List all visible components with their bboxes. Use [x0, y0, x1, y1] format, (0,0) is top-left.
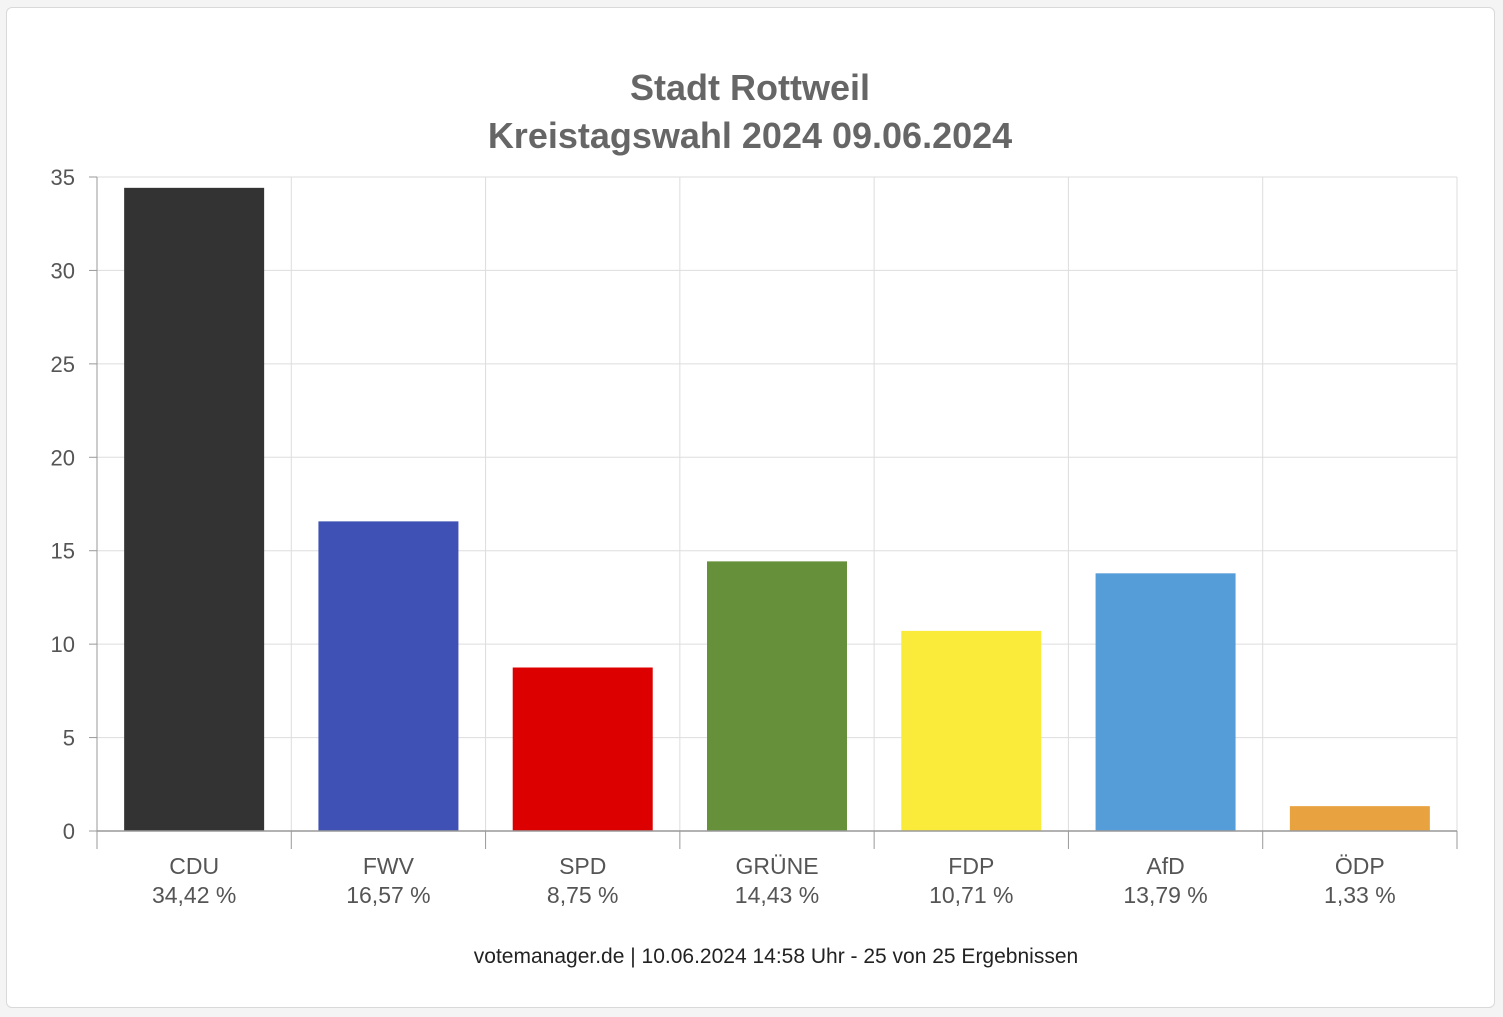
- bar-cdu: [124, 187, 265, 831]
- x-value-label: 8,75 %: [547, 882, 619, 908]
- bar-ödp: [1289, 806, 1430, 831]
- x-category-label: FDP: [948, 853, 994, 879]
- x-value-label: 34,42 %: [152, 882, 236, 908]
- x-category-label: AfD: [1146, 853, 1184, 879]
- x-value-label: 16,57 %: [346, 882, 430, 908]
- y-tick-label: 25: [51, 352, 75, 377]
- chart-footer: votemanager.de | 10.06.2024 14:58 Uhr - …: [474, 945, 1078, 968]
- x-value-label: 14,43 %: [735, 882, 819, 908]
- y-tick-label: 5: [63, 726, 75, 751]
- x-value-label: 1,33 %: [1324, 882, 1396, 908]
- x-category-label: GRÜNE: [735, 853, 818, 879]
- bar-grüne: [707, 561, 847, 831]
- axis-layer: 0 5 10 15 20 25 30 35 CDU 34,42 % FWV 16,57 % SPD 8,7…: [51, 165, 1458, 908]
- y-tick-label: 35: [51, 165, 75, 190]
- y-tick-label: 10: [51, 632, 75, 657]
- y-tick-label: 30: [51, 258, 75, 283]
- chart-subtitle: Kreistagswahl 2024 09.06.2024: [488, 115, 1012, 156]
- y-tick-label: 20: [51, 445, 75, 470]
- bar-chart: 0 5 10 15 20 25 30 35 CDU 34,42 % FWV 16,57 % SPD 8,7…: [51, 67, 1458, 968]
- x-value-label: 13,79 %: [1123, 882, 1207, 908]
- bar-fdp: [901, 630, 1042, 831]
- bar-afd: [1095, 573, 1236, 831]
- x-category-label: SPD: [559, 853, 606, 879]
- bar-fwv: [318, 521, 459, 831]
- x-category-label: ÖDP: [1335, 853, 1385, 879]
- y-tick-label: 15: [51, 539, 75, 564]
- chart-card: 0 5 10 15 20 25 30 35 CDU 34,42 % FWV 16,57 % SPD 8,7…: [6, 7, 1495, 1008]
- chart-title: Stadt Rottweil: [630, 67, 870, 108]
- x-category-label: FWV: [363, 853, 415, 879]
- bars-layer: [124, 187, 1430, 831]
- x-value-label: 10,71 %: [929, 882, 1013, 908]
- x-category-label: CDU: [169, 853, 219, 879]
- bar-spd: [512, 667, 653, 831]
- y-tick-label: 0: [63, 819, 75, 844]
